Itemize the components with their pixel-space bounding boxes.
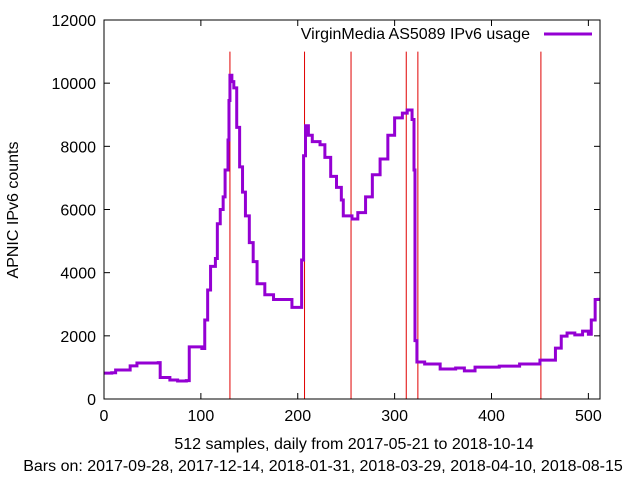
x-axis: 0 100 200 300 400 500 (100, 20, 602, 425)
x-axis-label: 512 samples, daily from 2017-05-21 to 20… (174, 436, 533, 453)
x-tick-label: 300 (381, 408, 408, 425)
x-tick-label: 0 (100, 408, 109, 425)
y-tick-label: 4000 (60, 266, 96, 283)
y-tick-label: 2000 (60, 329, 96, 346)
series-line (104, 73, 600, 383)
x-axis-label-bars: Bars on: 2017-09-28, 2017-12-14, 2018-01… (23, 458, 623, 475)
legend-label: VirginMedia AS5089 IPv6 usage (301, 26, 530, 43)
y-tick-label: 0 (87, 392, 96, 409)
y-axis: 0 2000 4000 6000 8000 10000 12000 (52, 13, 600, 409)
x-tick-label: 100 (188, 408, 215, 425)
plot-frame (103, 19, 601, 400)
x-tick-label: 500 (575, 408, 602, 425)
y-axis-label: APNIC IPv6 counts (5, 142, 22, 279)
event-bars (229, 51, 542, 399)
legend: VirginMedia AS5089 IPv6 usage (301, 26, 592, 43)
y-tick-label: 10000 (52, 76, 97, 93)
x-tick-label: 200 (284, 408, 311, 425)
y-tick-label: 8000 (60, 139, 96, 156)
series-lines (104, 73, 600, 383)
y-tick-label: 12000 (52, 13, 97, 30)
y-tick-label: 6000 (60, 203, 96, 220)
x-tick-label: 400 (478, 408, 505, 425)
